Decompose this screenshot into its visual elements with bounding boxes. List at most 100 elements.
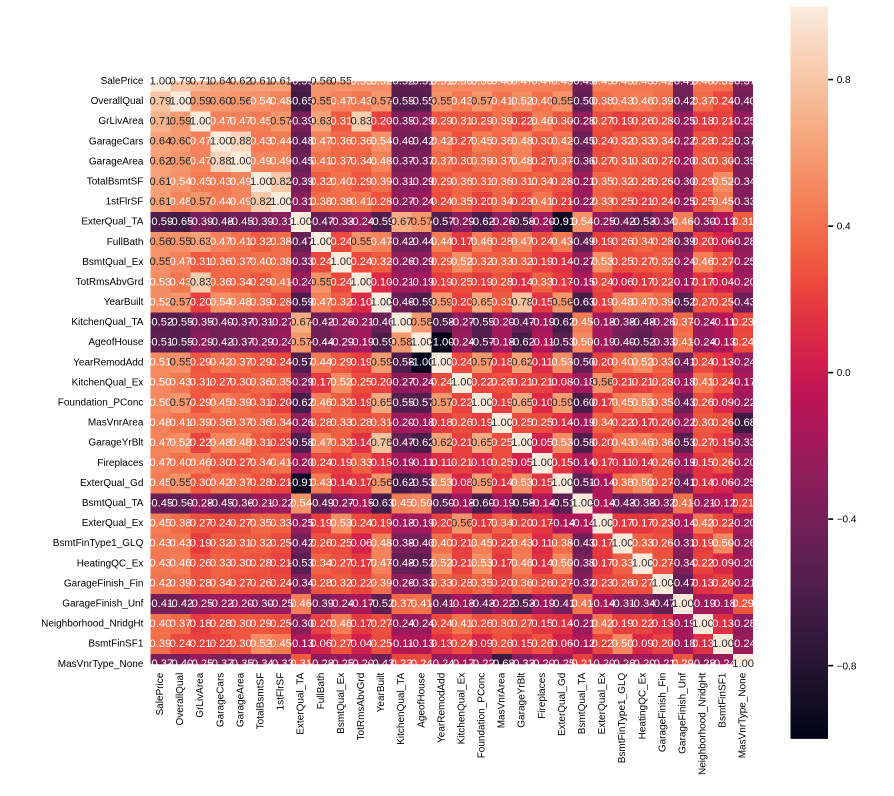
- svg-text:-0.62: -0.62: [469, 216, 495, 228]
- svg-text:-0.29: -0.29: [248, 337, 274, 349]
- svg-text:0.30: 0.30: [692, 417, 714, 429]
- svg-text:0.24: 0.24: [451, 638, 473, 650]
- svg-text:-0.19: -0.19: [590, 337, 616, 349]
- svg-text:-0.20: -0.20: [670, 156, 696, 168]
- svg-text:0.61: 0.61: [250, 75, 272, 87]
- svg-text:0.41: 0.41: [310, 156, 332, 168]
- svg-text:-0.42: -0.42: [610, 216, 636, 228]
- svg-text:-0.19: -0.19: [670, 457, 696, 469]
- svg-text:0.52: 0.52: [371, 75, 393, 87]
- svg-text:-0.30: -0.30: [690, 216, 716, 228]
- svg-text:0.17: 0.17: [491, 558, 513, 570]
- svg-text:-0.21: -0.21: [248, 497, 274, 509]
- svg-text:1.00: 1.00: [451, 377, 473, 389]
- svg-text:0.33: 0.33: [531, 276, 553, 288]
- svg-text:0.26: 0.26: [491, 377, 513, 389]
- svg-text:0.31: 0.31: [471, 176, 493, 188]
- svg-text:1.00: 1.00: [330, 256, 352, 268]
- svg-text:0.67: 0.67: [391, 216, 413, 228]
- svg-text:0.24: 0.24: [692, 357, 714, 369]
- svg-text:0.15: 0.15: [531, 296, 553, 308]
- svg-text:-0.38: -0.38: [630, 497, 656, 509]
- svg-text:0.46: 0.46: [190, 457, 212, 469]
- svg-text:0.28: 0.28: [371, 196, 393, 208]
- svg-text:-0.11: -0.11: [389, 638, 414, 650]
- svg-text:-0.42: -0.42: [168, 598, 194, 610]
- svg-text:-0.39: -0.39: [288, 176, 314, 188]
- svg-text:0.32: 0.32: [371, 256, 393, 268]
- svg-text:0.21: 0.21: [451, 558, 473, 570]
- svg-text:-0.18: -0.18: [590, 316, 616, 328]
- svg-text:0.14: 0.14: [551, 618, 573, 630]
- svg-text:0.21: 0.21: [712, 115, 734, 127]
- svg-text:0.39: 0.39: [170, 578, 192, 590]
- svg-text:0.78: 0.78: [511, 296, 533, 308]
- svg-text:0.56: 0.56: [150, 236, 172, 248]
- svg-text:0.55: 0.55: [431, 95, 453, 107]
- svg-text:0.20: 0.20: [310, 618, 332, 630]
- svg-text:Neighborhood_NridgHt: Neighborhood_NridgHt: [698, 672, 709, 775]
- svg-text:-0.59: -0.59: [369, 337, 395, 349]
- svg-text:0.42: 0.42: [692, 517, 714, 529]
- svg-text:-0.41: -0.41: [148, 598, 174, 610]
- svg-text:0.57: 0.57: [290, 337, 312, 349]
- svg-text:0.30: 0.30: [190, 477, 212, 489]
- svg-text:0.45: 0.45: [712, 196, 734, 208]
- svg-text:0.30: 0.30: [210, 457, 232, 469]
- svg-text:0.13: 0.13: [431, 638, 453, 650]
- svg-text:0.45: 0.45: [471, 136, 493, 148]
- svg-text:0.32: 0.32: [612, 176, 634, 188]
- svg-text:0.88: 0.88: [230, 136, 252, 148]
- svg-text:0.45: 0.45: [551, 75, 573, 87]
- svg-text:0.57: 0.57: [471, 357, 493, 369]
- svg-text:-0.29: -0.29: [288, 377, 314, 389]
- svg-text:0.26: 0.26: [310, 538, 332, 550]
- svg-text:0.30: 0.30: [531, 136, 553, 148]
- svg-text:-0.58: -0.58: [288, 437, 314, 449]
- svg-text:0.25: 0.25: [612, 196, 634, 208]
- svg-text:-0.50: -0.50: [570, 95, 596, 107]
- svg-text:0.27: 0.27: [190, 517, 212, 529]
- svg-text:GarageArea: GarageArea: [89, 156, 144, 167]
- svg-text:0.13: 0.13: [712, 618, 734, 630]
- svg-text:0.25: 0.25: [531, 417, 553, 429]
- svg-text:0.24: 0.24: [531, 236, 553, 248]
- svg-text:0.24: 0.24: [350, 256, 372, 268]
- svg-text:-0.24: -0.24: [449, 337, 475, 349]
- svg-text:0.47: 0.47: [310, 296, 332, 308]
- svg-text:-0.26: -0.26: [610, 658, 636, 670]
- svg-text:0.48: 0.48: [511, 136, 533, 148]
- svg-text:0.25: 0.25: [270, 618, 292, 630]
- svg-text:0.28: 0.28: [451, 578, 473, 590]
- svg-text:0.31: 0.31: [250, 437, 272, 449]
- svg-text:-0.48: -0.48: [288, 136, 314, 148]
- svg-text:0.49: 0.49: [230, 196, 252, 208]
- svg-text:0.43: 0.43: [632, 75, 654, 87]
- svg-text:-0.28: -0.28: [308, 658, 334, 670]
- svg-text:-0.47: -0.47: [670, 578, 696, 590]
- svg-text:0.39: 0.39: [491, 115, 513, 127]
- svg-text:-0.38: -0.38: [610, 316, 636, 328]
- svg-text:0.32: 0.32: [330, 397, 352, 409]
- svg-text:0.30: 0.30: [230, 558, 252, 570]
- svg-text:0.54: 0.54: [572, 216, 594, 228]
- svg-text:-0.33: -0.33: [730, 437, 756, 449]
- svg-text:0.59: 0.59: [471, 477, 493, 489]
- svg-text:-0.45: -0.45: [208, 497, 234, 509]
- svg-text:BsmtQual_Ex: BsmtQual_Ex: [336, 673, 347, 734]
- svg-text:-0.11: -0.11: [711, 316, 736, 328]
- svg-text:-0.33: -0.33: [509, 658, 535, 670]
- svg-text:1.00: 1.00: [350, 276, 372, 288]
- svg-text:0.56: 0.56: [592, 377, 614, 389]
- svg-text:-0.13: -0.13: [710, 337, 736, 349]
- svg-text:0.49: 0.49: [230, 176, 252, 188]
- svg-text:0.27: 0.27: [451, 136, 473, 148]
- svg-text:0.23: 0.23: [270, 437, 292, 449]
- svg-text:-0.45: -0.45: [288, 156, 314, 168]
- svg-text:GarageYrBlt: GarageYrBlt: [517, 672, 528, 727]
- svg-text:0.25: 0.25: [270, 538, 292, 550]
- svg-text:0.36: 0.36: [491, 136, 513, 148]
- svg-text:0.30: 0.30: [230, 377, 252, 389]
- svg-text:0.57: 0.57: [190, 196, 212, 208]
- svg-text:1.00: 1.00: [170, 95, 192, 107]
